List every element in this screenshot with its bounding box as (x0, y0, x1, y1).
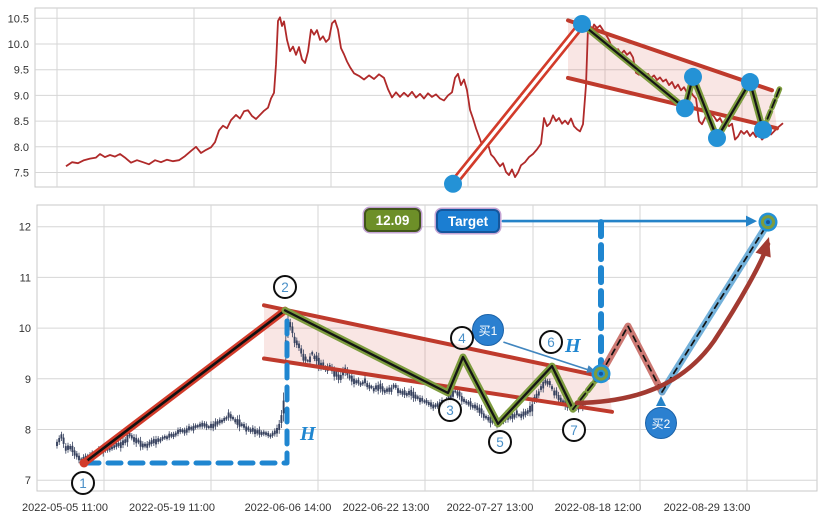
projection-red-zigzag-core (600, 325, 663, 393)
bottom-flag-channel-fill (264, 305, 612, 412)
top-panel-ytick-label: 8.0 (14, 142, 29, 154)
top-pattern-dot[interactable] (754, 120, 772, 139)
top-pattern-dot[interactable] (676, 99, 694, 118)
top-panel-ytick-label: 10.5 (8, 13, 29, 25)
measured-move-label[interactable]: 12.09 (364, 208, 421, 232)
pattern-point-circle-3[interactable]: 3 (438, 398, 462, 422)
bottom-panel-ytick-label: 9 (25, 374, 31, 386)
breakout-dot-ring (594, 366, 608, 381)
bottom-xtick-label: 2022-06-06 14:00 (245, 502, 332, 514)
top-panel-ytick-label: 7.5 (14, 168, 29, 180)
top-flag-channel-fill (568, 20, 777, 129)
point1-dot[interactable] (79, 458, 89, 468)
top-pattern-dot[interactable] (444, 174, 462, 193)
top-pattern-dot[interactable] (573, 14, 591, 33)
bottom-pole-core (82, 309, 287, 465)
target-arrow-head (746, 215, 757, 227)
buy1-badge[interactable]: 买1 (472, 314, 504, 346)
top-panel-ytick-label: 9.5 (14, 65, 29, 77)
pattern-point-circle-2[interactable]: 2 (273, 275, 297, 299)
top-panel-ytick-label: 9.0 (14, 90, 29, 102)
buy2-pointer-arrow (656, 396, 666, 406)
projection-blue-line-core (661, 222, 769, 393)
top-pattern-dot[interactable] (684, 67, 702, 86)
bottom-panel-ytick-label: 12 (19, 222, 31, 234)
bottom-panel-ytick-label: 8 (25, 425, 31, 437)
pattern-point-circle-4[interactable]: 4 (450, 326, 474, 350)
top-panel-ytick-label: 10.0 (8, 39, 29, 51)
top-panel-ytick-label: 8.5 (14, 116, 29, 128)
bottom-panel-ytick-label: 10 (19, 323, 31, 335)
pattern-point-circle-6[interactable]: 6 (539, 330, 563, 354)
bottom-zigzag-core (283, 309, 575, 426)
top-price-line (65, 16, 784, 179)
top-pole-core (451, 22, 584, 186)
top-flag-channel-upper (566, 18, 774, 93)
pattern-point-circle-5[interactable]: 5 (488, 430, 512, 454)
height-label-right: H (565, 335, 581, 357)
target-dot-ring (761, 215, 775, 230)
target-dot-center (766, 220, 770, 225)
pattern-point-circle-7[interactable]: 7 (562, 418, 586, 442)
bottom-xtick-label: 2022-05-05 11:00 (22, 502, 108, 514)
buy1-pointer-line (503, 341, 589, 371)
height-label-left: H (300, 423, 316, 445)
bottom-panel-ytick-label: 7 (25, 475, 31, 487)
target-label[interactable]: Target (436, 209, 500, 233)
bottom-xtick-label: 2022-08-29 13:00 (664, 502, 751, 514)
buy2-badge[interactable]: 买2 (645, 407, 677, 439)
bottom-xtick-label: 2022-08-18 12:00 (555, 502, 642, 514)
top-flag-channel-lower (566, 75, 779, 131)
trend-curve-arrow (574, 241, 771, 406)
pattern-point-circle-1[interactable]: 1 (71, 471, 95, 495)
breakout-dot-center (599, 371, 603, 376)
h-measure-left-dashed (83, 310, 290, 466)
bottom-xtick-label: 2022-05-19 11:00 (129, 502, 215, 514)
bottom-xtick-label: 2022-07-27 13:00 (447, 502, 534, 514)
top-pattern-dot[interactable] (708, 129, 726, 148)
top-pattern-dot[interactable] (741, 73, 759, 92)
trend-curve-arrow-head (755, 237, 771, 258)
bottom-panel-ytick-label: 11 (20, 272, 31, 284)
bottom-xtick-label: 2022-06-22 13:00 (343, 502, 430, 514)
